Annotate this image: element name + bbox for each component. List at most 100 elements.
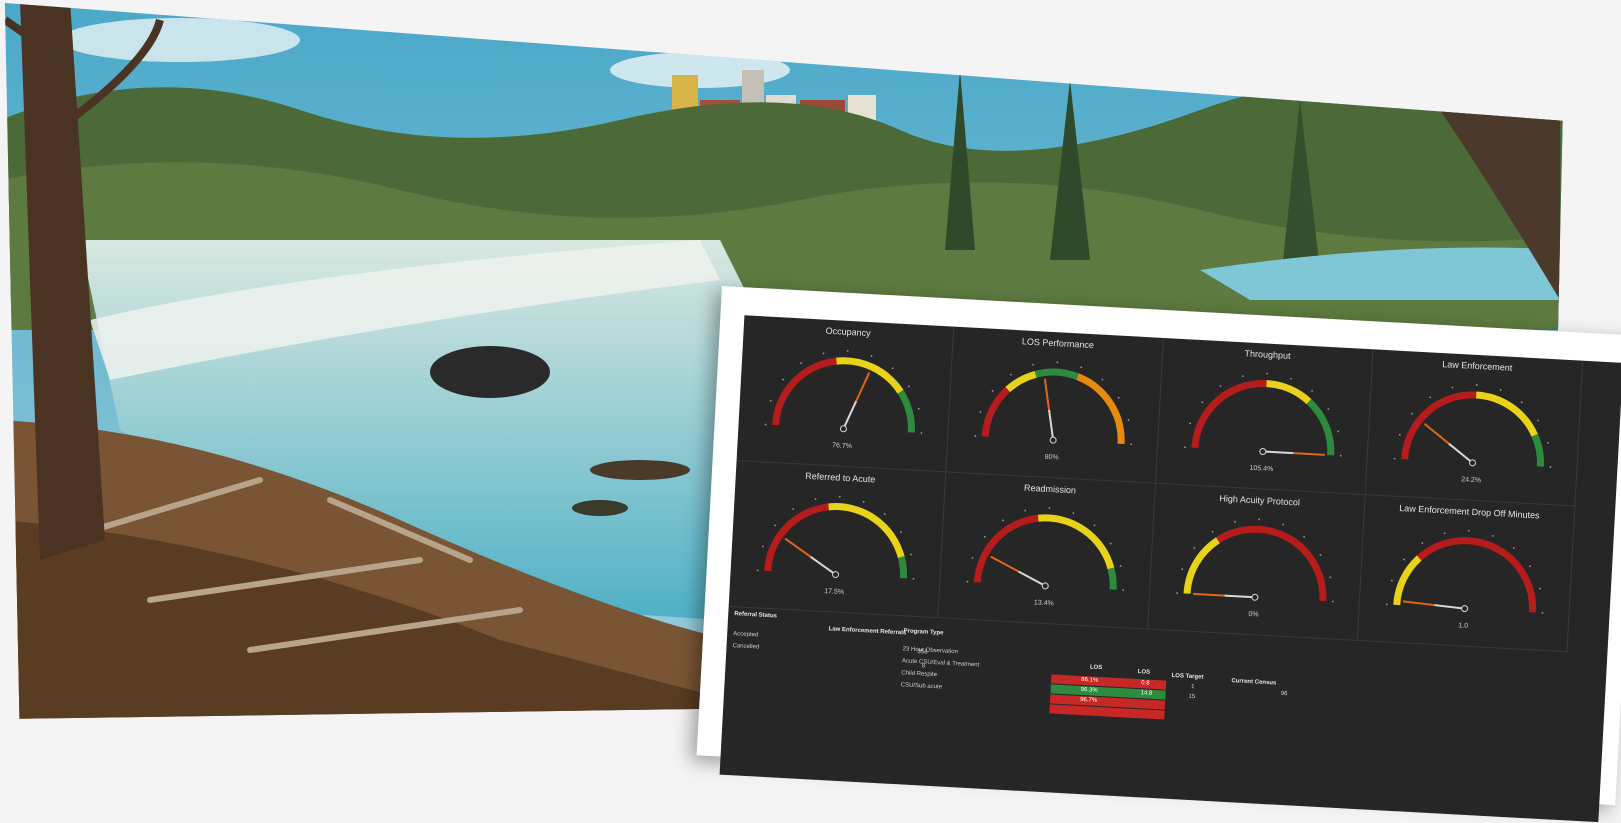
- gauge-tick: [1429, 396, 1432, 399]
- gauge-band-0: [1191, 380, 1267, 449]
- gauge-tick: [991, 390, 994, 392]
- gauge-hub: [1251, 593, 1259, 601]
- gauge-tick: [912, 577, 915, 580]
- gauge-needle-base: [1434, 604, 1465, 610]
- gauge-dial: [1393, 384, 1552, 468]
- gauge-tick: [1537, 419, 1539, 422]
- gauge-tick: [1130, 443, 1132, 446]
- gauge-band-0: [1393, 555, 1422, 606]
- program-row-name: Acute CSU/Eval & Treatment: [901, 658, 980, 669]
- gauge-tick: [1056, 361, 1059, 364]
- gauge-tick: [761, 545, 764, 548]
- gauge-band-0: [981, 386, 1011, 437]
- referral-row-label: Cancelled: [732, 643, 760, 651]
- program-row-los-pct: 86.1%: [1081, 677, 1099, 684]
- gauge-tick: [891, 367, 894, 370]
- dashboard-monitor: Occupancy 76.7% LOS Performance 80% Thro…: [696, 286, 1621, 823]
- gauge-tick: [1093, 524, 1096, 527]
- gauge-tick: [1189, 422, 1191, 425]
- gauge-band-2: [897, 556, 908, 579]
- gauge-band-1: [1266, 380, 1312, 405]
- gauge-tick: [1176, 592, 1178, 594]
- gauge-needle-base: [1224, 594, 1256, 599]
- program-row-name: Child Respite: [901, 670, 938, 679]
- gauge-tick: [1072, 512, 1075, 515]
- gauge-tick: [1475, 384, 1478, 386]
- gauge-tick: [1529, 565, 1532, 568]
- gauge-tick: [1327, 408, 1330, 411]
- gauge-tick: [1385, 603, 1388, 606]
- gauge-band-2: [1531, 433, 1544, 467]
- gauge-tick: [1211, 530, 1214, 533]
- gauge-tick: [1032, 363, 1034, 366]
- gauge-tick: [1080, 366, 1083, 369]
- gauge-tick: [1122, 589, 1125, 592]
- gauge-tick: [971, 556, 974, 559]
- gauge-band-2: [1306, 398, 1335, 456]
- gauge-tick: [862, 500, 865, 503]
- gauge-tick: [1282, 523, 1284, 526]
- gauge-needle-base: [1448, 442, 1474, 464]
- gauge-dial: [756, 495, 915, 580]
- gauge-tick: [870, 355, 873, 357]
- gauge-band-0: [1401, 391, 1477, 460]
- program-table: Program Type LOS LOS LOS Target Current …: [896, 628, 1323, 800]
- gauge-tick: [1467, 529, 1470, 532]
- gauge-tick: [1258, 518, 1261, 521]
- gauge-band-2: [1034, 368, 1079, 380]
- gauge-band-0: [973, 514, 1039, 583]
- gauge-tick: [1290, 377, 1292, 380]
- gauge-referred-to-acute: Referred to Acute 17.5%: [728, 461, 947, 619]
- gauge-band-1: [1216, 525, 1327, 602]
- gauge-needle-base: [1262, 450, 1294, 455]
- gauge-los-performance: LOS Performance 80%: [946, 326, 1164, 484]
- dashboard-panel: Occupancy 76.7% LOS Performance 80% Thro…: [719, 315, 1621, 823]
- gauge-band-1: [1037, 514, 1115, 570]
- gauge-tick: [838, 495, 841, 498]
- gauge-hub: [839, 425, 847, 433]
- gauge-tick: [1451, 386, 1454, 389]
- gauge-tick: [883, 513, 886, 515]
- gauge-tick: [822, 352, 825, 355]
- gauge-tick: [1048, 507, 1051, 509]
- gauge-needle-tip: [1423, 422, 1450, 445]
- program-header-los-2: LOS: [1137, 669, 1151, 676]
- gauge-tick: [1193, 547, 1196, 549]
- gauge-tick: [1549, 466, 1552, 468]
- gauge-tick: [1319, 554, 1322, 556]
- program-row-target: 15: [1188, 693, 1196, 701]
- gauge-needle-tip: [855, 372, 871, 402]
- gauge-tick: [1303, 535, 1306, 538]
- gauge-dial: [1176, 518, 1334, 603]
- gauge-dial: [966, 507, 1125, 592]
- gauge-tick: [1024, 509, 1027, 512]
- gauge-tick: [1184, 446, 1186, 449]
- gauge-hub: [1469, 459, 1477, 467]
- gauge-tick: [774, 524, 776, 527]
- gauge-law-enforcement-drop-off: Law Enforcement Drop Off Minutes 1.0: [1357, 495, 1576, 653]
- program-row-name: CSU/Sub acute: [900, 682, 943, 691]
- gauge-tick: [1491, 534, 1494, 537]
- gauge-needle-base: [1017, 570, 1046, 587]
- gauge-tick: [846, 349, 849, 352]
- gauge-band-0: [1183, 537, 1220, 594]
- gauge-tick: [1181, 568, 1184, 571]
- gauge-tick: [1311, 390, 1313, 392]
- gauge-tick: [910, 553, 912, 556]
- gauge-tick: [764, 423, 767, 426]
- gauge-dial: [1184, 372, 1342, 457]
- gauge-tick: [1219, 385, 1222, 387]
- gauge-tick: [1201, 401, 1204, 404]
- gauge-tick: [1398, 433, 1401, 436]
- gauge-tick: [1512, 547, 1515, 550]
- gauge-needle-base: [1048, 409, 1055, 441]
- gauge-band-1: [828, 503, 905, 559]
- gauge-tick: [814, 498, 817, 501]
- gauge-tick: [900, 531, 902, 534]
- program-row-los-days: 0.8: [1140, 680, 1150, 687]
- gauge-tick: [917, 407, 920, 410]
- gauge-tick: [769, 399, 772, 402]
- gauge-needle-tip: [1402, 600, 1435, 607]
- gauge-tick: [782, 378, 784, 381]
- gauge-tick: [1547, 441, 1549, 444]
